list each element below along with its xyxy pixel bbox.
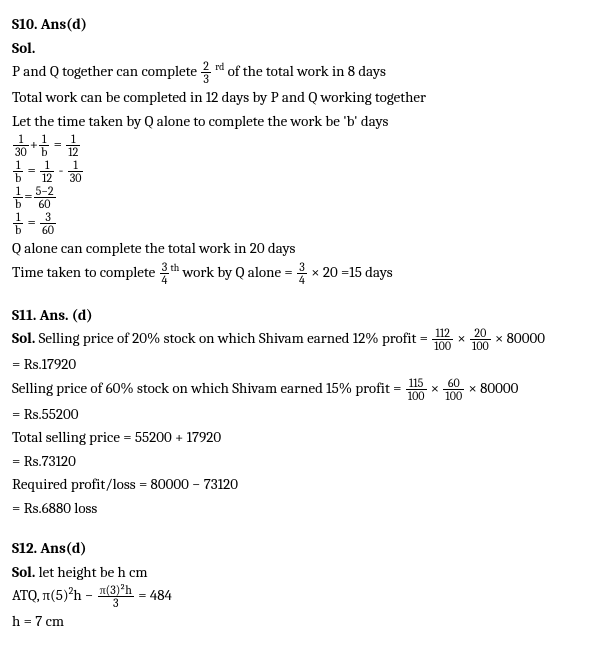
s11-heading: S11. Ans. (d) [12,304,591,327]
fraction: 1b [13,159,23,184]
sol-label: Sol. [12,329,39,347]
fraction: 23 [201,60,211,85]
text: of the total work in 8 days [228,62,386,80]
s10-sol-label: Sol. [12,37,591,60]
op: × [454,329,469,347]
s10-line2: Total work can be completed in 12 days b… [12,86,591,109]
s12-line1: Sol. let height be h cm [12,561,591,584]
s10-eq2: 1b = 112 - 130 [12,159,591,184]
op: = [24,187,32,205]
s10-line5: Time taken to complete 34th work by Q al… [12,261,591,286]
s10-eq3: 1b=5−260 [12,185,591,210]
s11-line6: = Rs.73120 [12,450,591,473]
fraction: 130 [68,159,84,184]
text: Time taken to complete [12,263,159,281]
op: = [24,213,39,231]
s10-line4: Q alone can complete the total work in 2… [12,237,591,260]
s11-line8: = Rs.6880 loss [12,497,591,520]
s10-line1: P and Q together can complete 23 rd of t… [12,60,591,85]
text: P and Q together can complete [12,62,200,80]
s11-line2: = Rs.17920 [12,353,591,376]
text: let height be h cm [39,563,148,581]
fraction: 34 [160,261,170,286]
op: = [50,135,65,153]
fraction: 360 [40,211,56,236]
fraction: 130 [13,133,29,158]
fraction: 1b [39,133,49,158]
s12-line2: ATQ, π(5)2h − π(3)²h3 = 484 [12,584,591,609]
s10-eq1: 130+1b = 112 [12,133,591,158]
text: × 80000 [492,329,545,347]
op: - [55,161,67,179]
text: work by Q alone = [183,263,293,281]
fraction: 60100 [443,377,464,402]
op: × [428,379,443,397]
fraction: 115100 [406,377,427,402]
s11-line1: Sol. Selling price of 20% stock on which… [12,327,591,352]
superscript: rd [215,61,224,73]
fraction: 112 [66,133,80,158]
text: × 80000 [465,379,518,397]
s11-line3: Selling price of 60% stock on which Shiv… [12,377,591,402]
s10-eq4: 1b = 360 [12,211,591,236]
fraction: 5−260 [34,185,56,210]
superscript: th [170,262,179,274]
text: ATQ, π(5) [12,586,69,604]
text: Selling price of 60% stock on which Shiv… [12,379,405,397]
text: × 20 =15 days [311,263,392,281]
s11-line5: Total selling price = 55200 + 17920 [12,426,591,449]
op: + [30,135,38,153]
op: = [24,161,39,179]
text: Selling price of 20% stock on which Shiv… [39,329,432,347]
sol-label: Sol. [12,563,39,581]
fraction: 34 [297,261,307,286]
fraction: 1b [13,211,23,236]
fraction: 112100 [432,327,453,352]
fraction: 112 [40,159,54,184]
fraction: 20100 [470,327,491,352]
s12-line3: h = 7 cm [12,610,591,633]
s12-heading: S12. Ans(d) [12,537,591,560]
s10-heading: S10. Ans(d) [12,13,591,36]
s11-line7: Required profit/loss = 80000 − 73120 [12,473,591,496]
fraction: 1b [13,185,23,210]
s10-line3: Let the time taken by Q alone to complet… [12,110,591,133]
s11-line4: = Rs.55200 [12,403,591,426]
text: = 484 [135,586,172,604]
text: h − [73,586,96,604]
fraction: π(3)²h3 [98,584,134,609]
